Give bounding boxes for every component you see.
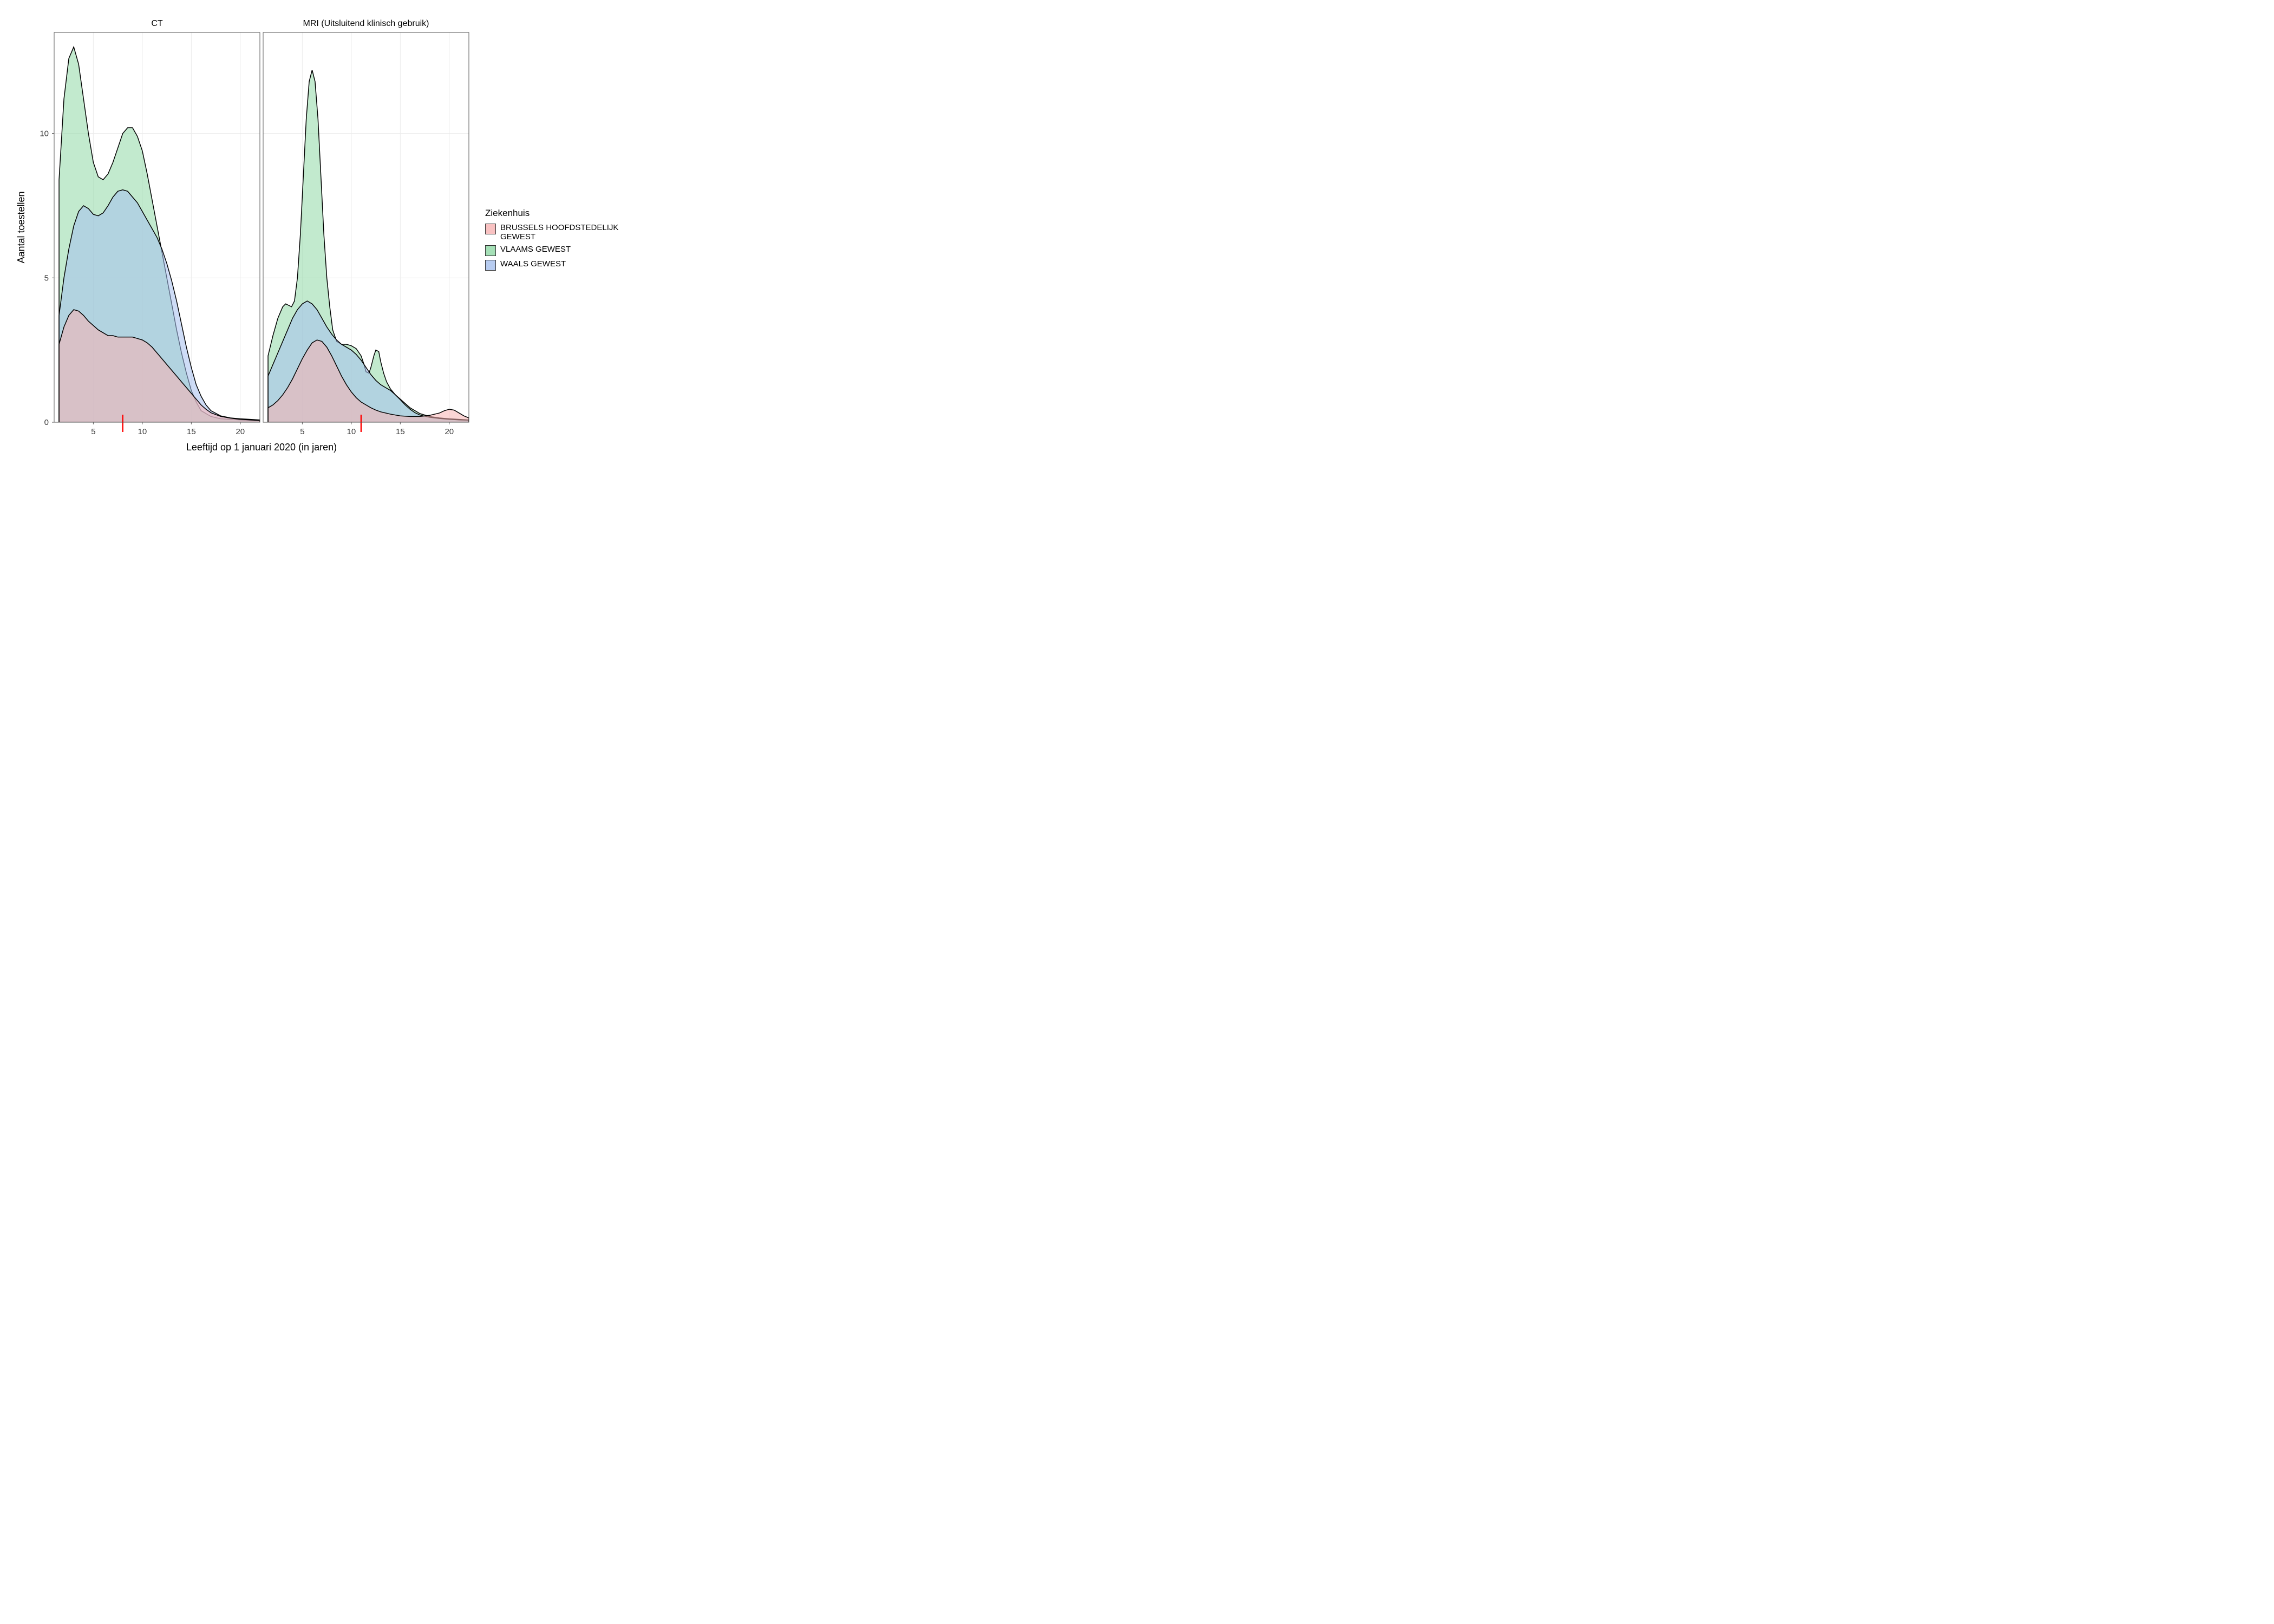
x-tick-label: 5 <box>300 427 304 436</box>
legend-swatch <box>485 260 496 271</box>
legend: Ziekenhuis BRUSSELS HOOFDSTEDELIJKGEWEST V… <box>485 208 618 274</box>
x-tick-label: 10 <box>347 427 356 436</box>
x-tick-label: 10 <box>138 427 147 436</box>
facet-chart: 5 10 15 20 CT 5 10 15 20 MRI (Uitsluitend klinisc… <box>11 11 474 471</box>
y-tick-label: 0 <box>44 418 49 427</box>
legend-item-vlaams: VLAAMS GEWEST <box>485 245 618 256</box>
legend-label: VLAAMS GEWEST <box>500 245 571 254</box>
chart-container: 5 10 15 20 CT 5 10 15 20 MRI (Uitsluitend klinisc… <box>11 11 2263 471</box>
y-tick-label: 10 <box>40 129 49 139</box>
legend-label: WAALS GEWEST <box>500 259 566 269</box>
x-tick-label: 20 <box>236 427 245 436</box>
legend-title: Ziekenhuis <box>485 208 618 219</box>
facet-title: MRI (Uitsluitend klinisch gebruik) <box>303 19 429 28</box>
legend-swatch <box>485 245 496 256</box>
y-axis-label: Aantal toestellen <box>16 191 27 263</box>
legend-item-brussels: BRUSSELS HOOFDSTEDELIJKGEWEST <box>485 223 618 242</box>
legend-item-waals: WAALS GEWEST <box>485 259 618 271</box>
facet-title: CT <box>151 19 163 28</box>
x-tick-label: 20 <box>445 427 454 436</box>
x-tick-label: 15 <box>187 427 196 436</box>
x-tick-label: 15 <box>396 427 405 436</box>
legend-swatch <box>485 224 496 234</box>
x-tick-label: 5 <box>91 427 95 436</box>
panels-area: 5 10 15 20 CT 5 10 15 20 MRI (Uitsluitend klinisc… <box>11 11 474 471</box>
y-tick-label: 5 <box>44 273 49 283</box>
legend-label: BRUSSELS HOOFDSTEDELIJKGEWEST <box>500 223 618 242</box>
x-axis-label: Leeftijd op 1 januari 2020 (in jaren) <box>186 442 337 453</box>
